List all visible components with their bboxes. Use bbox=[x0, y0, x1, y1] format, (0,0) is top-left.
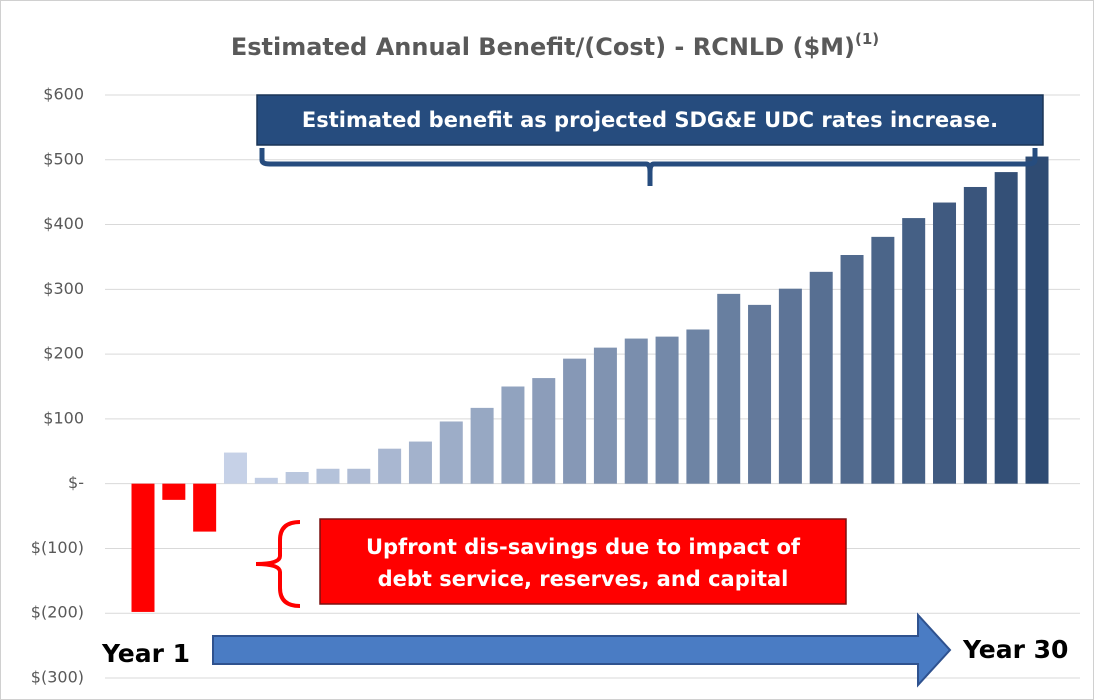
y-tick-label: $100 bbox=[43, 408, 84, 427]
bar bbox=[778, 288, 802, 484]
bar bbox=[593, 347, 617, 484]
bar bbox=[532, 378, 556, 484]
bar bbox=[439, 421, 463, 484]
dissavings-text: debt service, reserves, and capital bbox=[378, 567, 789, 591]
bar bbox=[501, 386, 525, 484]
bar bbox=[902, 218, 926, 484]
benefit-callout bbox=[256, 94, 1044, 146]
end-label: Year 30 bbox=[962, 635, 1068, 664]
dissavings-text: Upfront dis-savings due to impact of bbox=[366, 535, 801, 559]
title-note: (1) bbox=[855, 30, 879, 48]
y-tick-label: $(100) bbox=[31, 538, 84, 557]
bar bbox=[717, 293, 741, 484]
bar bbox=[193, 483, 217, 532]
y-tick-label: $300 bbox=[43, 279, 84, 298]
bar bbox=[162, 483, 186, 500]
bar bbox=[624, 338, 648, 484]
start-label: Year 1 bbox=[101, 639, 190, 668]
dissavings-callout bbox=[319, 518, 847, 605]
bar bbox=[1025, 156, 1049, 484]
y-tick-label: $400 bbox=[43, 214, 84, 233]
bar bbox=[223, 452, 247, 484]
y-tick-label: $200 bbox=[43, 344, 84, 363]
bar bbox=[470, 407, 494, 484]
title-text: Estimated Annual Benefit/(Cost) - RCNLD … bbox=[231, 33, 855, 61]
bar bbox=[963, 186, 987, 484]
bar bbox=[748, 304, 772, 484]
bar bbox=[408, 441, 432, 484]
y-tick-label: $500 bbox=[43, 149, 84, 168]
benefit-text: Estimated benefit as projected SDG&E UDC… bbox=[302, 108, 998, 132]
benefit-bracket bbox=[259, 148, 1038, 186]
bar bbox=[378, 448, 402, 484]
y-tick-label: $600 bbox=[43, 85, 84, 104]
bar bbox=[131, 483, 155, 612]
bar bbox=[933, 202, 957, 484]
bar bbox=[347, 468, 371, 484]
bar bbox=[686, 329, 710, 484]
y-tick-label: $(300) bbox=[31, 668, 84, 687]
y-tick-label: $- bbox=[68, 473, 84, 492]
bars bbox=[131, 156, 1049, 612]
bar bbox=[809, 271, 833, 484]
bar bbox=[994, 172, 1018, 484]
bar bbox=[655, 336, 679, 484]
bar bbox=[840, 255, 864, 484]
bar bbox=[254, 477, 278, 484]
bar bbox=[563, 358, 587, 484]
bar bbox=[316, 468, 340, 484]
chart-title: Estimated Annual Benefit/(Cost) - RCNLD … bbox=[231, 30, 879, 62]
dissavings-brace bbox=[255, 520, 301, 608]
bar bbox=[285, 472, 309, 484]
bar bbox=[871, 236, 895, 484]
y-tick-label: $(200) bbox=[31, 603, 84, 622]
timeline-arrow bbox=[212, 612, 952, 688]
